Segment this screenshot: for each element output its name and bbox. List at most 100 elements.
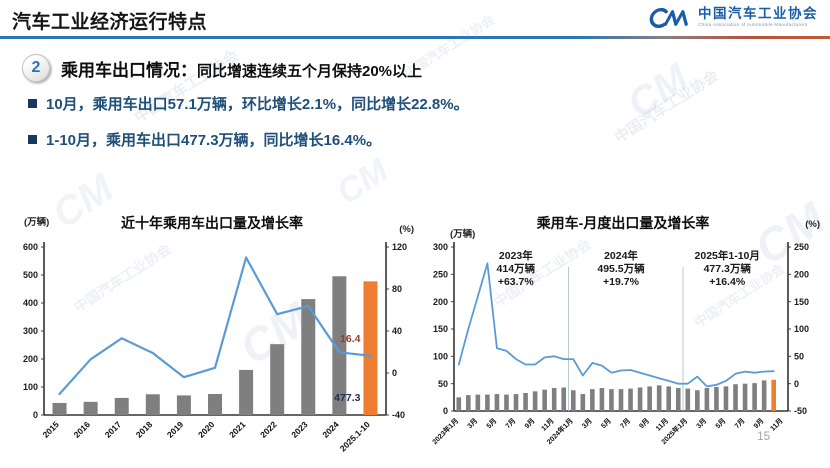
bar [504, 394, 509, 411]
bar [301, 299, 316, 415]
annual-chart-head: (万辆) 近十年乘用车出口量及增长率 (%) [8, 211, 416, 237]
chart-annotation: +63.7% [498, 276, 535, 288]
x-tick-label: 2018 [134, 419, 155, 440]
bullet-list: 10月，乘用车出口57.1万辆，环比增长2.1%，同比增长22.8%。 1-10… [28, 93, 469, 165]
bar [551, 388, 557, 411]
bar [666, 386, 672, 411]
x-tick-label: 7月 [733, 417, 746, 430]
monthly-chart-head: (万辆) 乘用车-月度出口量及增长率 (%) [424, 211, 822, 240]
bar [456, 397, 462, 411]
bar [609, 389, 614, 411]
page-number: 15 [757, 431, 770, 443]
chart-annotation: 495.5万辆 [597, 262, 645, 275]
growth-line [457, 262, 775, 388]
annual-export-chart: (万辆) 近十年乘用车出口量及增长率 (%) 0 100 200 300 400 500 6… [8, 211, 416, 459]
bullet-square-icon [28, 135, 37, 144]
bar [656, 385, 662, 411]
section-title-main: 乘用车出口情况： [61, 60, 197, 80]
x-tick-label: 2024 [320, 419, 341, 440]
line-end-label: 16.4 [340, 333, 361, 345]
caam-logo-icon [649, 8, 688, 28]
bar [695, 390, 700, 411]
bar [685, 388, 691, 411]
x-tick-label: 2020 [196, 419, 217, 440]
bullet-text-1: 10月，乘用车出口57.1万辆，环比增长2.1%，同比增长22.8%。 [46, 96, 469, 113]
svg-text:300: 300 [433, 242, 448, 252]
svg-text:-50: -50 [794, 406, 807, 416]
x-tick-label: 3月 [580, 417, 593, 430]
bar [761, 380, 767, 411]
section-title-sub: 同比增速连续五个月保持20%以上 [197, 62, 423, 80]
bullet-square-icon [28, 99, 37, 108]
bar [570, 390, 576, 411]
caam-logo-en: China Association of Automobile Manufact… [698, 23, 808, 29]
bullet-item-1: 10月，乘用车出口57.1万辆，环比增长2.1%，同比增长22.8%。 [28, 93, 469, 114]
bar [752, 383, 757, 411]
bar [647, 386, 652, 411]
svg-text:250: 250 [433, 270, 448, 280]
x-tick-label: 11月 [654, 417, 670, 433]
annual-right-axis-unit: (%) [399, 224, 414, 235]
bars-group [456, 379, 776, 411]
x-tick-label: 2021 [227, 419, 248, 440]
chart-annotation: 477.3万辆 [704, 262, 752, 275]
bar [628, 388, 633, 411]
bar [466, 395, 471, 411]
x-tick-label: 11月 [540, 417, 556, 433]
section-heading: 2 乘用车出口情况：同比增速连续五个月保持20%以上 [22, 54, 422, 82]
x-tick-label: 5月 [600, 417, 613, 430]
x-tick-label: 7月 [619, 417, 632, 430]
svg-text:400: 400 [23, 298, 38, 308]
x-tick-label: 2015 [41, 419, 62, 440]
x-tick-label: 2023 [289, 419, 310, 440]
chart-annotation: 2023年 [499, 249, 533, 262]
bar [561, 387, 567, 411]
svg-text:100: 100 [23, 382, 38, 392]
x-tick-label: 9月 [752, 417, 765, 430]
annual-chart-plot: 0 100 200 300 400 500 600 -40 0 40 80 120 2015 2016 20… [23, 242, 407, 453]
annual-left-axis-unit: (万辆) [24, 217, 50, 228]
svg-text:0: 0 [443, 406, 448, 416]
x-tick-label: 7月 [504, 417, 517, 430]
page-title: 汽车工业经济运行特点 [12, 12, 208, 33]
highlight-bar [771, 379, 776, 411]
bar [618, 389, 624, 411]
svg-text:40: 40 [392, 326, 402, 336]
svg-text:50: 50 [794, 352, 804, 362]
monthly-export-chart: (万辆) 乘用车-月度出口量及增长率 (%) 0 50 100 150 200 250 30… [424, 211, 822, 455]
bar [532, 391, 538, 411]
bar [176, 395, 191, 415]
svg-text:120: 120 [392, 242, 407, 252]
bar [580, 394, 586, 411]
bar [332, 276, 347, 415]
x-tick-label: 2019 [165, 419, 186, 440]
bar [714, 386, 719, 411]
watermark-text: 中国汽车工业协会 [611, 67, 722, 147]
svg-text:100: 100 [794, 324, 809, 334]
svg-text:200: 200 [794, 270, 809, 280]
svg-text:200: 200 [23, 354, 38, 364]
bar [599, 388, 605, 411]
svg-text:250: 250 [794, 242, 809, 252]
svg-text:500: 500 [23, 270, 38, 280]
chart-annotation: +16.4% [709, 276, 746, 288]
monthly-chart-plot: 0 50 100 150 200 250 300 -50 0 50 100 150 200 250 2023… [430, 242, 809, 446]
svg-text:600: 600 [23, 242, 38, 252]
x-tick-label: 2016 [72, 419, 93, 440]
bar [485, 394, 490, 411]
annual-chart-title: 近十年乘用车出口量及增长率 [121, 215, 303, 231]
bar-total-label: 477.3 [334, 392, 360, 404]
x-tick-label: 3月 [695, 417, 708, 430]
bar [675, 388, 681, 411]
svg-text:80: 80 [392, 284, 402, 294]
bar [733, 384, 738, 411]
caam-logo-text: 中国汽车工业协会 China Association of Automobile… [698, 7, 818, 29]
bar [208, 394, 222, 415]
header-rule [0, 36, 830, 39]
chart-annotation: 2024年 [604, 249, 638, 262]
bar [145, 394, 160, 415]
svg-text:150: 150 [433, 324, 448, 334]
bar [270, 344, 285, 415]
bar [590, 389, 595, 411]
header: 汽车工业经济运行特点 中国汽车工业协会 China Association of… [0, 0, 830, 36]
